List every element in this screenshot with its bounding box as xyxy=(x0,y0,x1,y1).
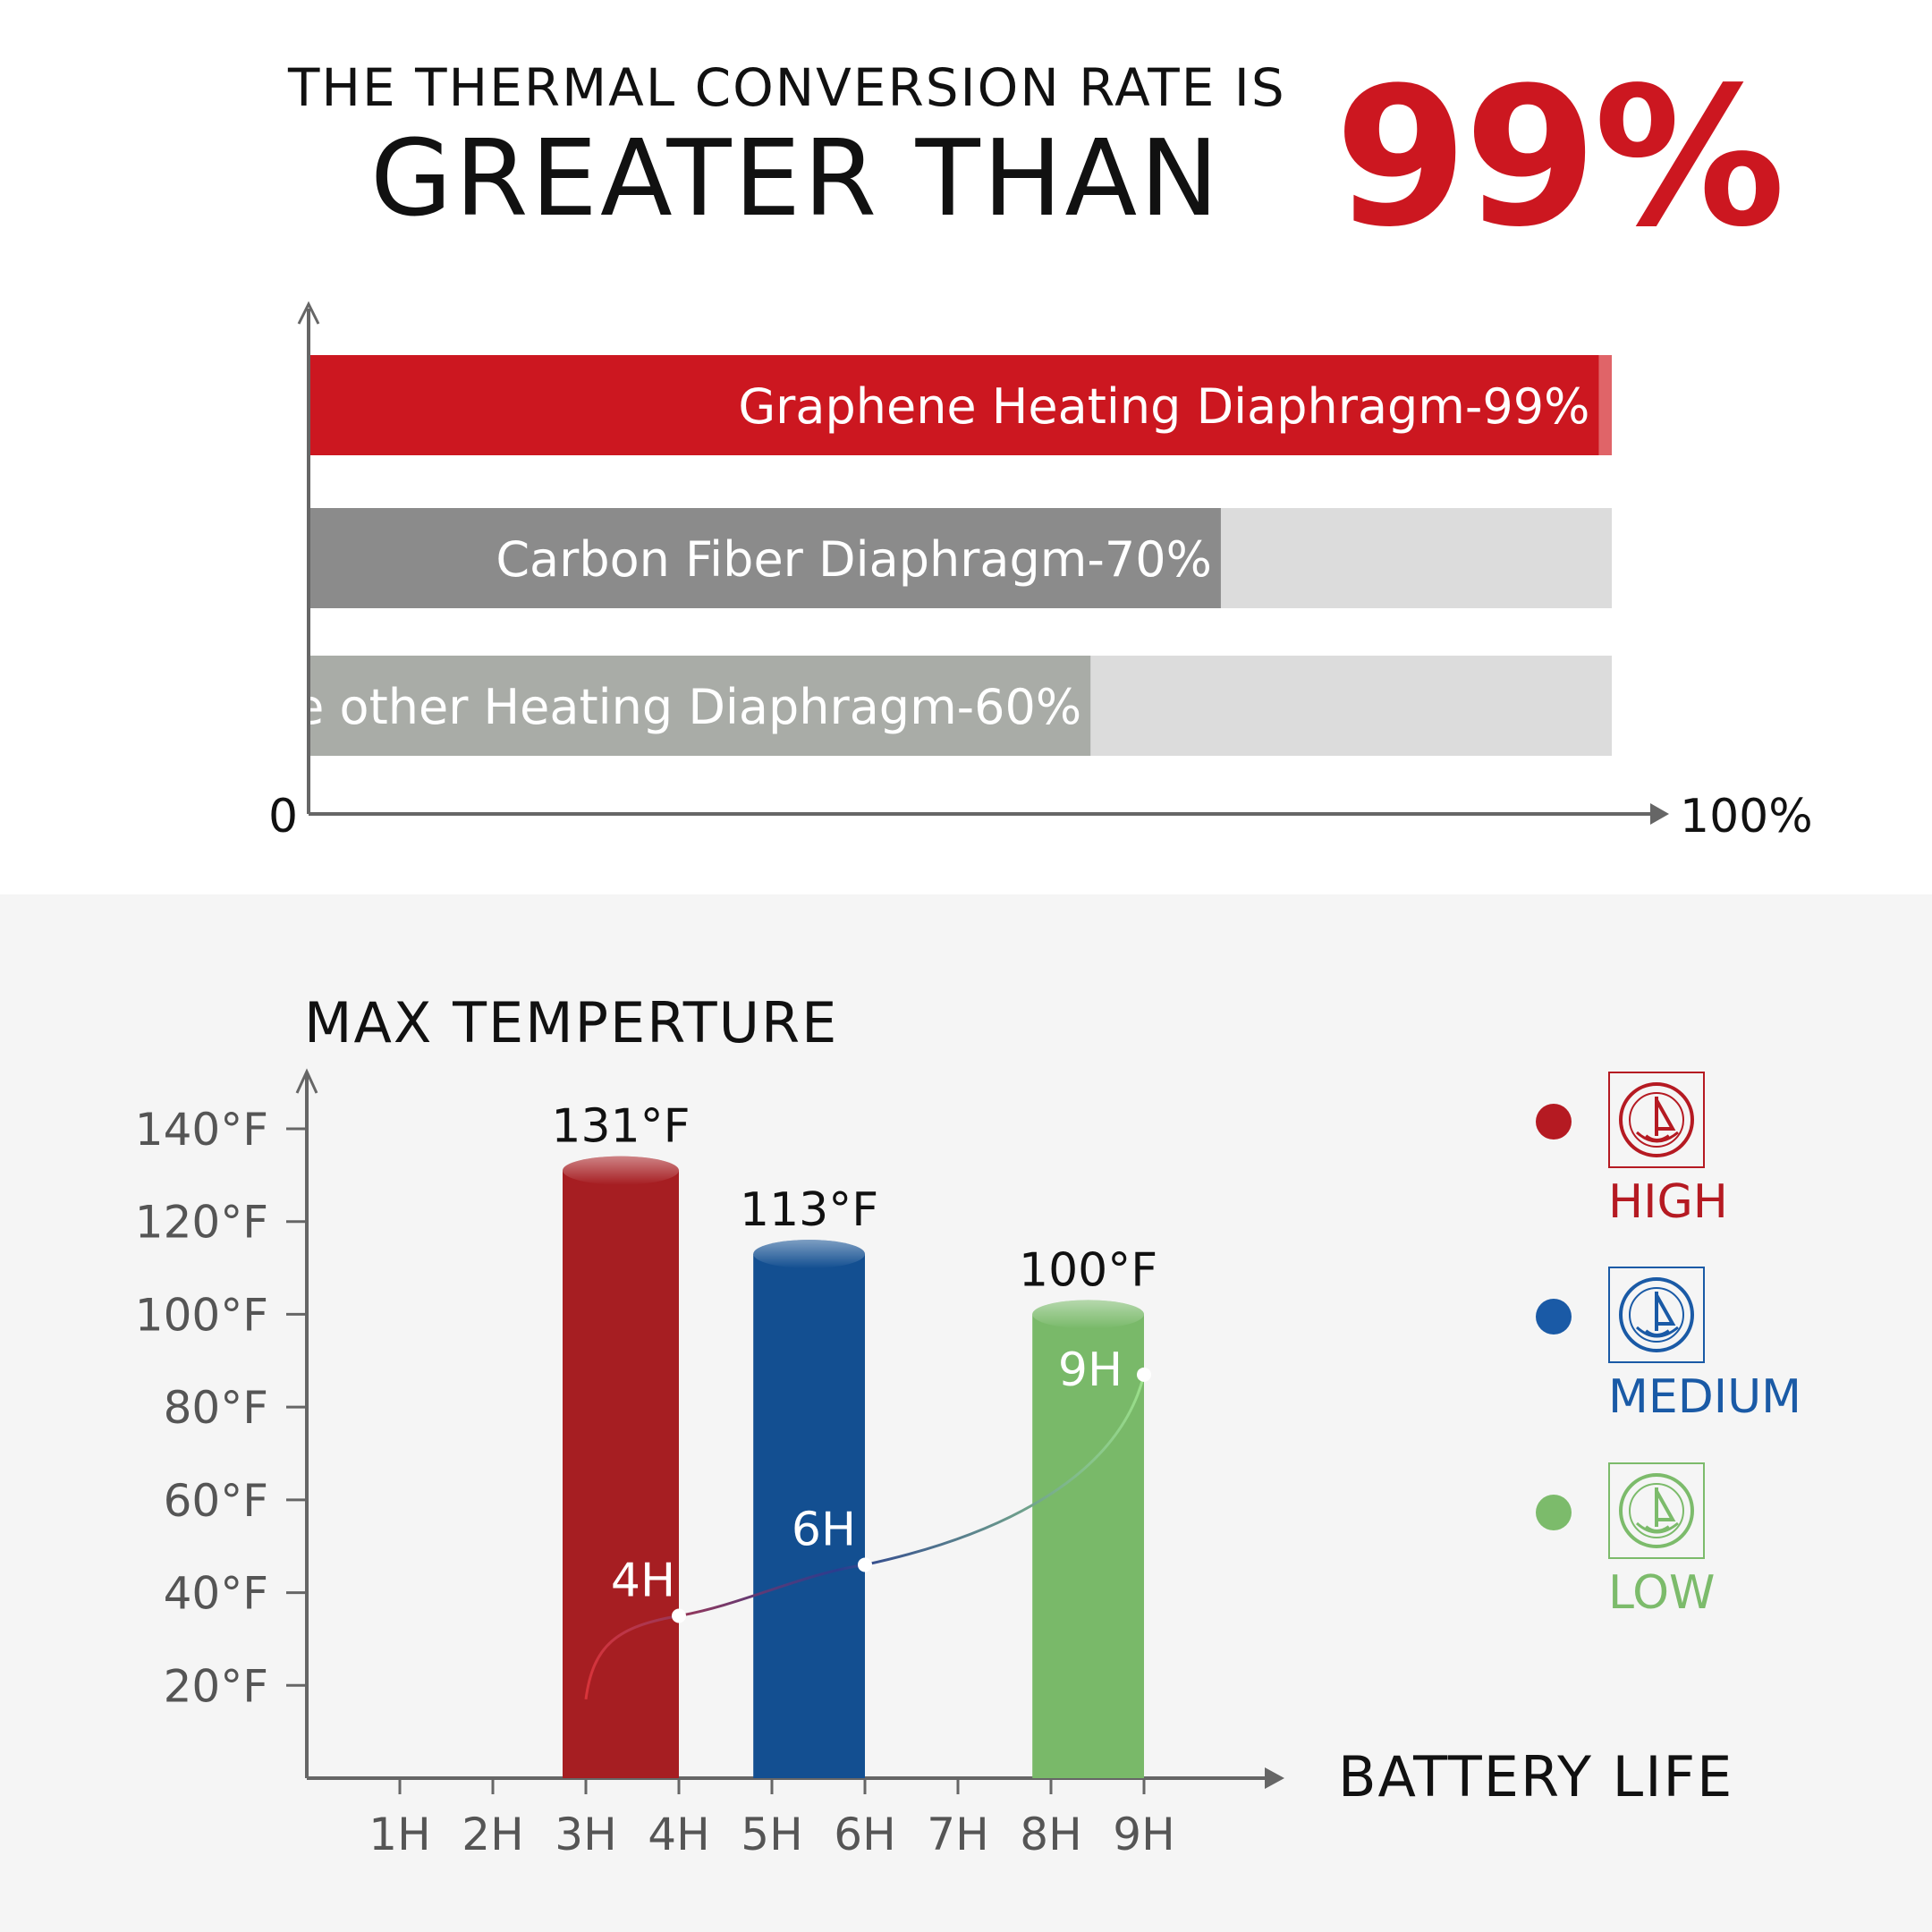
headline-line-1: THE THERMAL CONVERSION RATE IS xyxy=(288,57,1286,118)
cylinder-bar-high xyxy=(563,1170,679,1778)
x-tick-label: 5H xyxy=(741,1809,802,1860)
y-tick-label: 40°F xyxy=(164,1568,268,1620)
legend-dot-low xyxy=(1536,1495,1572,1530)
cylinder-cap-shine xyxy=(753,1240,865,1269)
curve-point-label: 9H xyxy=(1058,1343,1123,1397)
x-tick-label: 4H xyxy=(648,1809,709,1860)
headline-line-2: GREATER THAN xyxy=(370,116,1222,240)
curve-point-label: 6H xyxy=(792,1503,856,1556)
y-tick-label: 140°F xyxy=(135,1104,268,1156)
legend-label-medium: MEDIUM xyxy=(1608,1370,1802,1424)
temperature-panel xyxy=(0,894,1932,1932)
bar-value-label: 113°F xyxy=(740,1183,878,1237)
axis-max-label: 100% xyxy=(1680,790,1813,843)
x-tick-label: 8H xyxy=(1020,1809,1081,1860)
y-tick-label: 20°F xyxy=(164,1660,268,1712)
chart-title: MAX TEMPERTURE xyxy=(304,990,838,1055)
cylinder-bar-low xyxy=(1032,1314,1144,1778)
y-tick-label: 80°F xyxy=(164,1382,268,1434)
x-tick-label: 3H xyxy=(555,1809,616,1860)
bar-value-label: 131°F xyxy=(551,1100,690,1154)
y-axis-arrow xyxy=(297,301,320,325)
curve-point xyxy=(672,1608,686,1623)
curve-point xyxy=(858,1557,872,1572)
x-axis-arrow xyxy=(1650,803,1669,825)
bar-label-1: Graphene Heating Diaphragm-99% xyxy=(738,378,1589,435)
legend-label-high: HIGH xyxy=(1608,1175,1728,1229)
bar-value-label: 100°F xyxy=(1019,1243,1157,1297)
curve-point xyxy=(1137,1367,1151,1382)
cylinder-bar-medium xyxy=(753,1254,865,1778)
conversion-rate-chart: Graphene Heating Diaphragm-99% Carbon Fib… xyxy=(233,301,1813,843)
x-axis-label: BATTERY LIFE xyxy=(1338,1744,1733,1809)
y-tick-label: 120°F xyxy=(135,1197,268,1249)
headline-percent: 99% xyxy=(1335,47,1785,269)
sail-wind-logo-red-icon xyxy=(1608,1072,1705,1168)
y-tick-label: 100°F xyxy=(135,1289,268,1341)
x-tick-label: 9H xyxy=(1113,1809,1174,1860)
legend-label-low: LOW xyxy=(1608,1566,1716,1620)
cylinder-cap-shine xyxy=(563,1156,679,1185)
legend-dot-high xyxy=(1536,1104,1572,1140)
legend-dot-medium xyxy=(1536,1299,1572,1335)
x-tick-label: 7H xyxy=(927,1809,988,1860)
sail-wind-logo-blue-icon xyxy=(1608,1267,1705,1363)
axis-min-label: 0 xyxy=(268,790,298,843)
x-tick-label: 6H xyxy=(834,1809,895,1860)
bar-2 xyxy=(309,508,1221,608)
bar-3 xyxy=(309,656,1091,756)
cylinder-cap-shine xyxy=(1032,1300,1144,1329)
sail-wind-logo-green-icon xyxy=(1608,1462,1705,1559)
x-tick-label: 2H xyxy=(462,1809,523,1860)
x-tick-label: 1H xyxy=(369,1809,430,1860)
bar-label-3: The other Heating Diaphragm-60% xyxy=(233,679,1081,735)
y-tick-label: 60°F xyxy=(164,1475,268,1527)
temp-x-arrow xyxy=(1265,1767,1284,1789)
temp-y-arrow xyxy=(295,1068,318,1094)
battery-duration-curve xyxy=(584,1374,1146,1700)
bar-label-2: Carbon Fiber Diaphragm-70% xyxy=(496,531,1212,588)
bar-1 xyxy=(309,355,1599,455)
curve-point-label: 4H xyxy=(611,1555,675,1608)
